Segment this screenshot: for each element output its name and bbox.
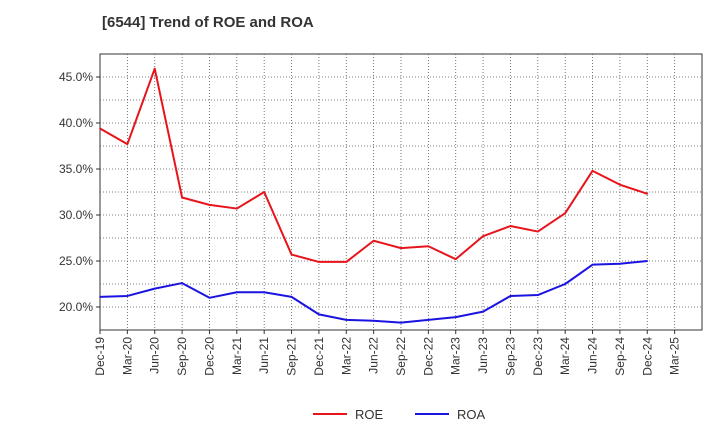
data-point-roa <box>153 287 156 290</box>
data-point-roe <box>564 212 566 214</box>
data-point-roa <box>509 295 512 297</box>
data-point-roe <box>400 247 402 249</box>
data-point-roe <box>208 204 211 206</box>
x-tick-label: Dec-23 <box>531 337 545 376</box>
y-axis-ticks: 20.0% 25.0% 30.0% 35.0% 40.0% 45.0% <box>59 70 100 314</box>
legend-label-roa: ROA <box>457 407 486 422</box>
x-tick-label: Jun-23 <box>476 337 490 374</box>
data-point-roe <box>454 258 457 260</box>
data-point-roa <box>482 310 484 313</box>
y-tick-label: 35.0% <box>59 162 93 176</box>
grid-lines <box>100 54 702 330</box>
data-point-roa <box>591 263 594 266</box>
x-tick-label: Jun-24 <box>586 337 600 374</box>
legend-label-roe: ROE <box>355 407 384 422</box>
data-point-roe <box>509 225 512 227</box>
data-point-roa <box>400 321 402 324</box>
series-lines <box>99 67 649 324</box>
x-tick-label: Mar-21 <box>230 337 244 375</box>
data-point-roe <box>318 261 320 263</box>
x-tick-label: Sep-23 <box>503 337 517 376</box>
x-tick-label: Jun-20 <box>148 337 162 374</box>
data-point-roa <box>318 313 320 316</box>
data-point-roe <box>290 253 293 256</box>
chart-title: [6544] Trend of ROE and ROA <box>102 14 314 31</box>
data-point-roa <box>181 282 183 284</box>
data-point-roa <box>99 296 101 298</box>
x-tick-label: Sep-20 <box>175 337 189 376</box>
data-point-roe <box>591 170 594 172</box>
x-tick-label: Dec-19 <box>93 337 107 376</box>
data-point-roa <box>372 320 375 322</box>
data-point-roe <box>537 230 539 233</box>
x-tick-label: Mar-24 <box>558 337 572 375</box>
data-point-roe <box>372 239 375 242</box>
data-point-roe <box>236 207 238 210</box>
x-tick-label: Mar-22 <box>339 337 353 375</box>
data-point-roa <box>427 319 430 321</box>
x-tick-label: Sep-21 <box>285 337 299 376</box>
data-point-roe <box>126 143 129 145</box>
x-tick-label: Sep-24 <box>613 337 627 376</box>
x-tick-label: Dec-21 <box>312 337 326 376</box>
x-tick-label: Mar-23 <box>449 337 463 375</box>
x-axis-ticks: Dec-19 Mar-20 Jun-20 Sep-20 Dec-20 Mar-21 Jun-… <box>93 330 682 376</box>
data-point-roa <box>126 295 129 297</box>
data-point-roa <box>345 319 348 321</box>
data-point-roe <box>263 191 265 193</box>
y-tick-label: 20.0% <box>59 300 93 314</box>
x-tick-label: Jun-22 <box>367 337 381 374</box>
x-tick-label: Dec-24 <box>640 337 654 376</box>
data-point-roa <box>208 297 211 299</box>
data-point-roa <box>646 260 649 262</box>
y-tick-label: 45.0% <box>59 70 93 84</box>
data-point-roe <box>181 196 183 199</box>
y-tick-label: 30.0% <box>59 208 93 222</box>
data-point-roe <box>646 193 649 195</box>
data-point-roa <box>537 294 539 296</box>
data-point-roe <box>99 127 101 130</box>
x-tick-label: Mar-25 <box>668 337 682 375</box>
data-point-roe <box>619 183 621 186</box>
y-tick-label: 40.0% <box>59 116 93 130</box>
data-point-roe <box>345 261 348 263</box>
data-point-roa <box>564 283 566 285</box>
data-point-roa <box>236 291 238 294</box>
data-point-roe <box>153 67 156 70</box>
data-point-roa <box>263 291 265 294</box>
x-tick-label: Dec-22 <box>421 337 435 376</box>
data-point-roa <box>619 262 621 265</box>
data-point-roe <box>482 235 484 237</box>
data-point-roa <box>454 316 457 318</box>
x-tick-label: Sep-22 <box>394 337 408 376</box>
data-point-roa <box>290 296 293 298</box>
data-point-roe <box>427 245 430 248</box>
x-tick-label: Dec-20 <box>202 337 216 376</box>
y-tick-label: 25.0% <box>59 254 93 268</box>
legend: ROE ROA <box>313 407 486 422</box>
x-tick-label: Mar-20 <box>120 337 134 375</box>
x-tick-label: Jun-21 <box>257 337 271 374</box>
